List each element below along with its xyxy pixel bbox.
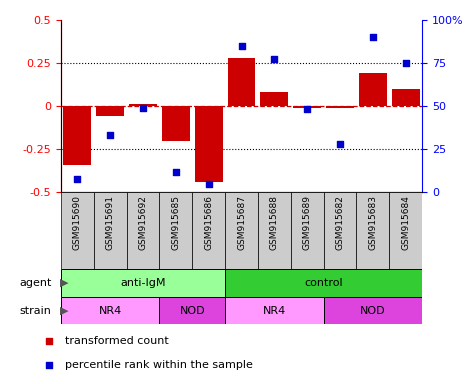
Text: agent: agent <box>19 278 52 288</box>
Bar <box>61 269 225 297</box>
Bar <box>225 297 324 324</box>
Bar <box>162 106 190 141</box>
Bar <box>63 106 91 165</box>
Point <box>106 132 114 139</box>
Bar <box>159 297 225 324</box>
Bar <box>324 297 422 324</box>
Point <box>74 175 81 182</box>
Text: percentile rank within the sample: percentile rank within the sample <box>65 360 253 370</box>
Bar <box>326 106 354 108</box>
Text: anti-IgM: anti-IgM <box>120 278 166 288</box>
Bar <box>356 192 389 269</box>
Bar <box>293 106 321 108</box>
Bar <box>96 106 124 116</box>
Bar <box>324 192 356 269</box>
Text: GSM915683: GSM915683 <box>368 195 378 250</box>
Text: strain: strain <box>20 306 52 316</box>
Bar <box>129 104 157 106</box>
Bar <box>258 192 291 269</box>
Text: GSM915682: GSM915682 <box>335 195 345 250</box>
Bar <box>61 192 94 269</box>
Point <box>139 104 147 111</box>
Text: NOD: NOD <box>180 306 205 316</box>
Text: NR4: NR4 <box>98 306 122 316</box>
Bar <box>291 192 324 269</box>
Text: ▶: ▶ <box>60 278 68 288</box>
Point <box>402 60 409 66</box>
Point <box>238 42 245 48</box>
Point <box>369 34 377 40</box>
Text: NOD: NOD <box>360 306 386 316</box>
Text: GSM915684: GSM915684 <box>401 195 410 250</box>
Text: transformed count: transformed count <box>65 336 169 346</box>
Bar <box>159 192 192 269</box>
Bar <box>225 192 258 269</box>
Bar <box>227 58 256 106</box>
Bar <box>94 192 127 269</box>
Point <box>45 338 53 344</box>
Point <box>336 141 344 147</box>
Bar <box>392 89 420 106</box>
Point <box>271 56 278 62</box>
Text: ▶: ▶ <box>60 306 68 316</box>
Bar <box>127 192 159 269</box>
Text: GSM915687: GSM915687 <box>237 195 246 250</box>
Point <box>172 169 180 175</box>
Bar <box>195 106 223 182</box>
Text: GSM915690: GSM915690 <box>73 195 82 250</box>
Text: GSM915688: GSM915688 <box>270 195 279 250</box>
Bar <box>225 269 422 297</box>
Text: GSM915691: GSM915691 <box>106 195 115 250</box>
Bar <box>359 73 387 106</box>
Bar <box>61 297 159 324</box>
Point <box>303 106 311 113</box>
Text: NR4: NR4 <box>263 306 286 316</box>
Point <box>45 362 53 368</box>
Bar <box>260 92 288 106</box>
Text: control: control <box>304 278 343 288</box>
Text: GSM915689: GSM915689 <box>303 195 312 250</box>
Text: GSM915685: GSM915685 <box>171 195 181 250</box>
Text: GSM915686: GSM915686 <box>204 195 213 250</box>
Bar <box>192 192 225 269</box>
Bar <box>389 192 422 269</box>
Point <box>205 181 212 187</box>
Text: GSM915692: GSM915692 <box>138 195 148 250</box>
